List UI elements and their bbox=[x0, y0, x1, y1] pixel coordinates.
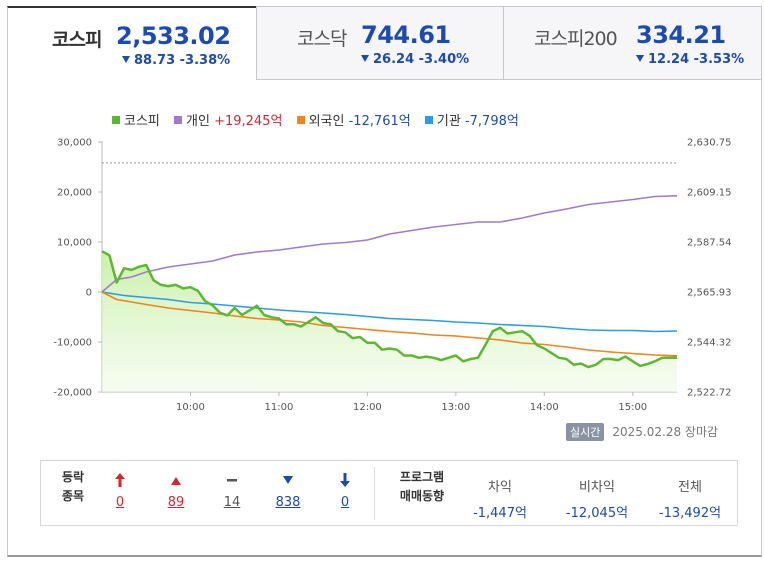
legend-label: 코스피 bbox=[124, 114, 160, 129]
series-line-외국인 bbox=[101, 291, 678, 357]
tab-index-value: 744.61 bbox=[361, 21, 451, 49]
program-header: 비차익 bbox=[579, 480, 615, 495]
left-tick-label: -20,000 bbox=[53, 388, 92, 399]
legend-swatch bbox=[174, 116, 183, 124]
x-tick-label: 15:00 bbox=[618, 402, 647, 413]
breadth-value: 89 bbox=[167, 495, 185, 510]
right-tick-label: 2,544.32 bbox=[687, 338, 732, 349]
tab-kospi200[interactable]: 코스피200 334.21 12.24 -3.53% bbox=[503, 6, 762, 80]
x-tick-label: 13:00 bbox=[441, 402, 470, 413]
flat-dash-icon bbox=[217, 473, 247, 489]
program-non-arbitrage: 비차익 -12,045억 bbox=[549, 461, 645, 521]
breadth-label: 등락 종목 bbox=[53, 468, 93, 506]
program-arbitrage: 차익 -1,447억 bbox=[456, 461, 544, 521]
legend-swatch bbox=[296, 116, 305, 124]
market-stats-box: 등락 종목 0 89 14 838 0 프로그램 매매동향 bbox=[40, 460, 738, 526]
change-points: 12.24 bbox=[648, 52, 690, 67]
right-tick-label: 2,630.75 bbox=[687, 138, 732, 149]
breadth-rise[interactable]: 89 bbox=[161, 473, 191, 510]
breadth-label-line1: 등락 bbox=[61, 470, 85, 484]
lower-limit-arrow-icon bbox=[330, 473, 360, 489]
panel-frame bbox=[7, 6, 762, 557]
legend-item-institution[interactable]: 기관 -7,798억 bbox=[424, 110, 519, 129]
fall-triangle-icon bbox=[361, 55, 369, 62]
breadth-flat[interactable]: 14 bbox=[217, 473, 247, 510]
right-tick-label: 2,587.54 bbox=[687, 238, 732, 249]
breadth-lower-limit[interactable]: 0 bbox=[330, 473, 360, 510]
fall-triangle-icon bbox=[273, 473, 303, 489]
left-tick-label: 0 bbox=[86, 288, 92, 299]
program-header: 전체 bbox=[678, 480, 702, 495]
left-tick-label: 30,000 bbox=[57, 138, 92, 149]
x-tick-label: 12:00 bbox=[353, 402, 382, 413]
change-points: 88.73 bbox=[134, 53, 176, 68]
legend-swatch bbox=[424, 116, 433, 124]
legend-item-foreign[interactable]: 외국인 -12,761억 bbox=[296, 110, 411, 129]
breadth-value: 0 bbox=[115, 495, 125, 510]
series-area-코스피 bbox=[102, 251, 677, 392]
tab-index-value: 2,533.02 bbox=[116, 22, 231, 50]
change-points: 26.24 bbox=[373, 52, 415, 67]
legend-item-kospi[interactable]: 코스피 bbox=[112, 110, 160, 129]
series-line-개인 bbox=[101, 195, 678, 293]
legend-item-individual[interactable]: 개인 +19,245억 bbox=[174, 110, 282, 129]
tab-name: 코스피200 bbox=[534, 28, 618, 50]
left-tick-label: 20,000 bbox=[57, 188, 92, 199]
right-tick-label: 2,522.72 bbox=[687, 388, 732, 399]
fall-triangle-icon bbox=[122, 56, 130, 63]
stats-divider bbox=[374, 467, 375, 520]
tab-index-value: 334.21 bbox=[636, 21, 726, 49]
right-tick-label: 2,609.15 bbox=[687, 188, 732, 199]
series-line-코스피 bbox=[101, 250, 677, 369]
program-value: -1,447억 bbox=[473, 506, 527, 521]
breadth-label-line2: 종목 bbox=[61, 489, 85, 503]
tab-change: 12.24 -3.53% bbox=[636, 52, 744, 67]
timestamp: 실시간 2025.02.28 장마감 bbox=[566, 423, 718, 441]
legend-swatch bbox=[112, 116, 120, 124]
breadth-fall[interactable]: 838 bbox=[273, 473, 303, 510]
timestamp-date: 2025.02.28 bbox=[612, 425, 682, 439]
breadth-value: 0 bbox=[340, 495, 350, 510]
legend-value: -7,798억 bbox=[464, 114, 519, 129]
program-value: -13,492억 bbox=[658, 506, 722, 521]
program-label-line1: 프로그램 bbox=[399, 470, 445, 484]
right-tick-label: 2,565.93 bbox=[687, 288, 732, 299]
legend-value: +19,245억 bbox=[214, 114, 283, 129]
tab-change: 26.24 -3.40% bbox=[361, 52, 469, 67]
tab-name: 코스피 bbox=[52, 29, 102, 51]
program-label-line2: 매매동향 bbox=[399, 489, 445, 503]
change-rate: -3.40% bbox=[418, 52, 470, 67]
x-tick-label: 14:00 bbox=[530, 402, 559, 413]
upper-limit-arrow-icon bbox=[105, 473, 135, 489]
legend-label: 기관 bbox=[436, 114, 461, 129]
x-tick-label: 11:00 bbox=[265, 402, 294, 413]
series-line-기관 bbox=[101, 291, 678, 333]
x-tick-label: 10:00 bbox=[176, 402, 205, 413]
program-value: -12,045억 bbox=[565, 506, 629, 521]
tab-change: 88.73 -3.38% bbox=[122, 53, 230, 68]
breadth-value: 14 bbox=[223, 495, 241, 510]
left-tick-label: -10,000 bbox=[53, 338, 92, 349]
legend-label: 외국인 bbox=[308, 114, 345, 129]
market-status: 장마감 bbox=[684, 425, 719, 439]
legend-value: -12,761억 bbox=[348, 114, 411, 129]
fall-triangle-icon bbox=[636, 55, 644, 62]
tab-kosdaq[interactable]: 코스닥 744.61 26.24 -3.40% bbox=[256, 6, 504, 80]
program-header: 차익 bbox=[488, 480, 512, 495]
tab-name: 코스닥 bbox=[297, 28, 347, 50]
program-label: 프로그램 매매동향 bbox=[391, 468, 453, 506]
change-rate: -3.53% bbox=[693, 52, 745, 67]
rise-triangle-icon bbox=[161, 473, 191, 489]
tab-kospi[interactable]: 코스피 2,533.02 88.73 -3.38% bbox=[7, 6, 257, 80]
left-tick-label: 10,000 bbox=[57, 238, 92, 249]
realtime-badge[interactable]: 실시간 bbox=[566, 423, 605, 441]
breadth-value: 838 bbox=[275, 495, 301, 510]
program-total: 전체 -13,492억 bbox=[645, 461, 735, 521]
change-rate: -3.38% bbox=[179, 53, 231, 68]
breadth-upper-limit[interactable]: 0 bbox=[105, 473, 135, 510]
chart-legend: 코스피 개인 +19,245억 외국인 -12,761억 기관 -7,798억 bbox=[112, 110, 529, 129]
legend-label: 개인 bbox=[186, 114, 210, 129]
